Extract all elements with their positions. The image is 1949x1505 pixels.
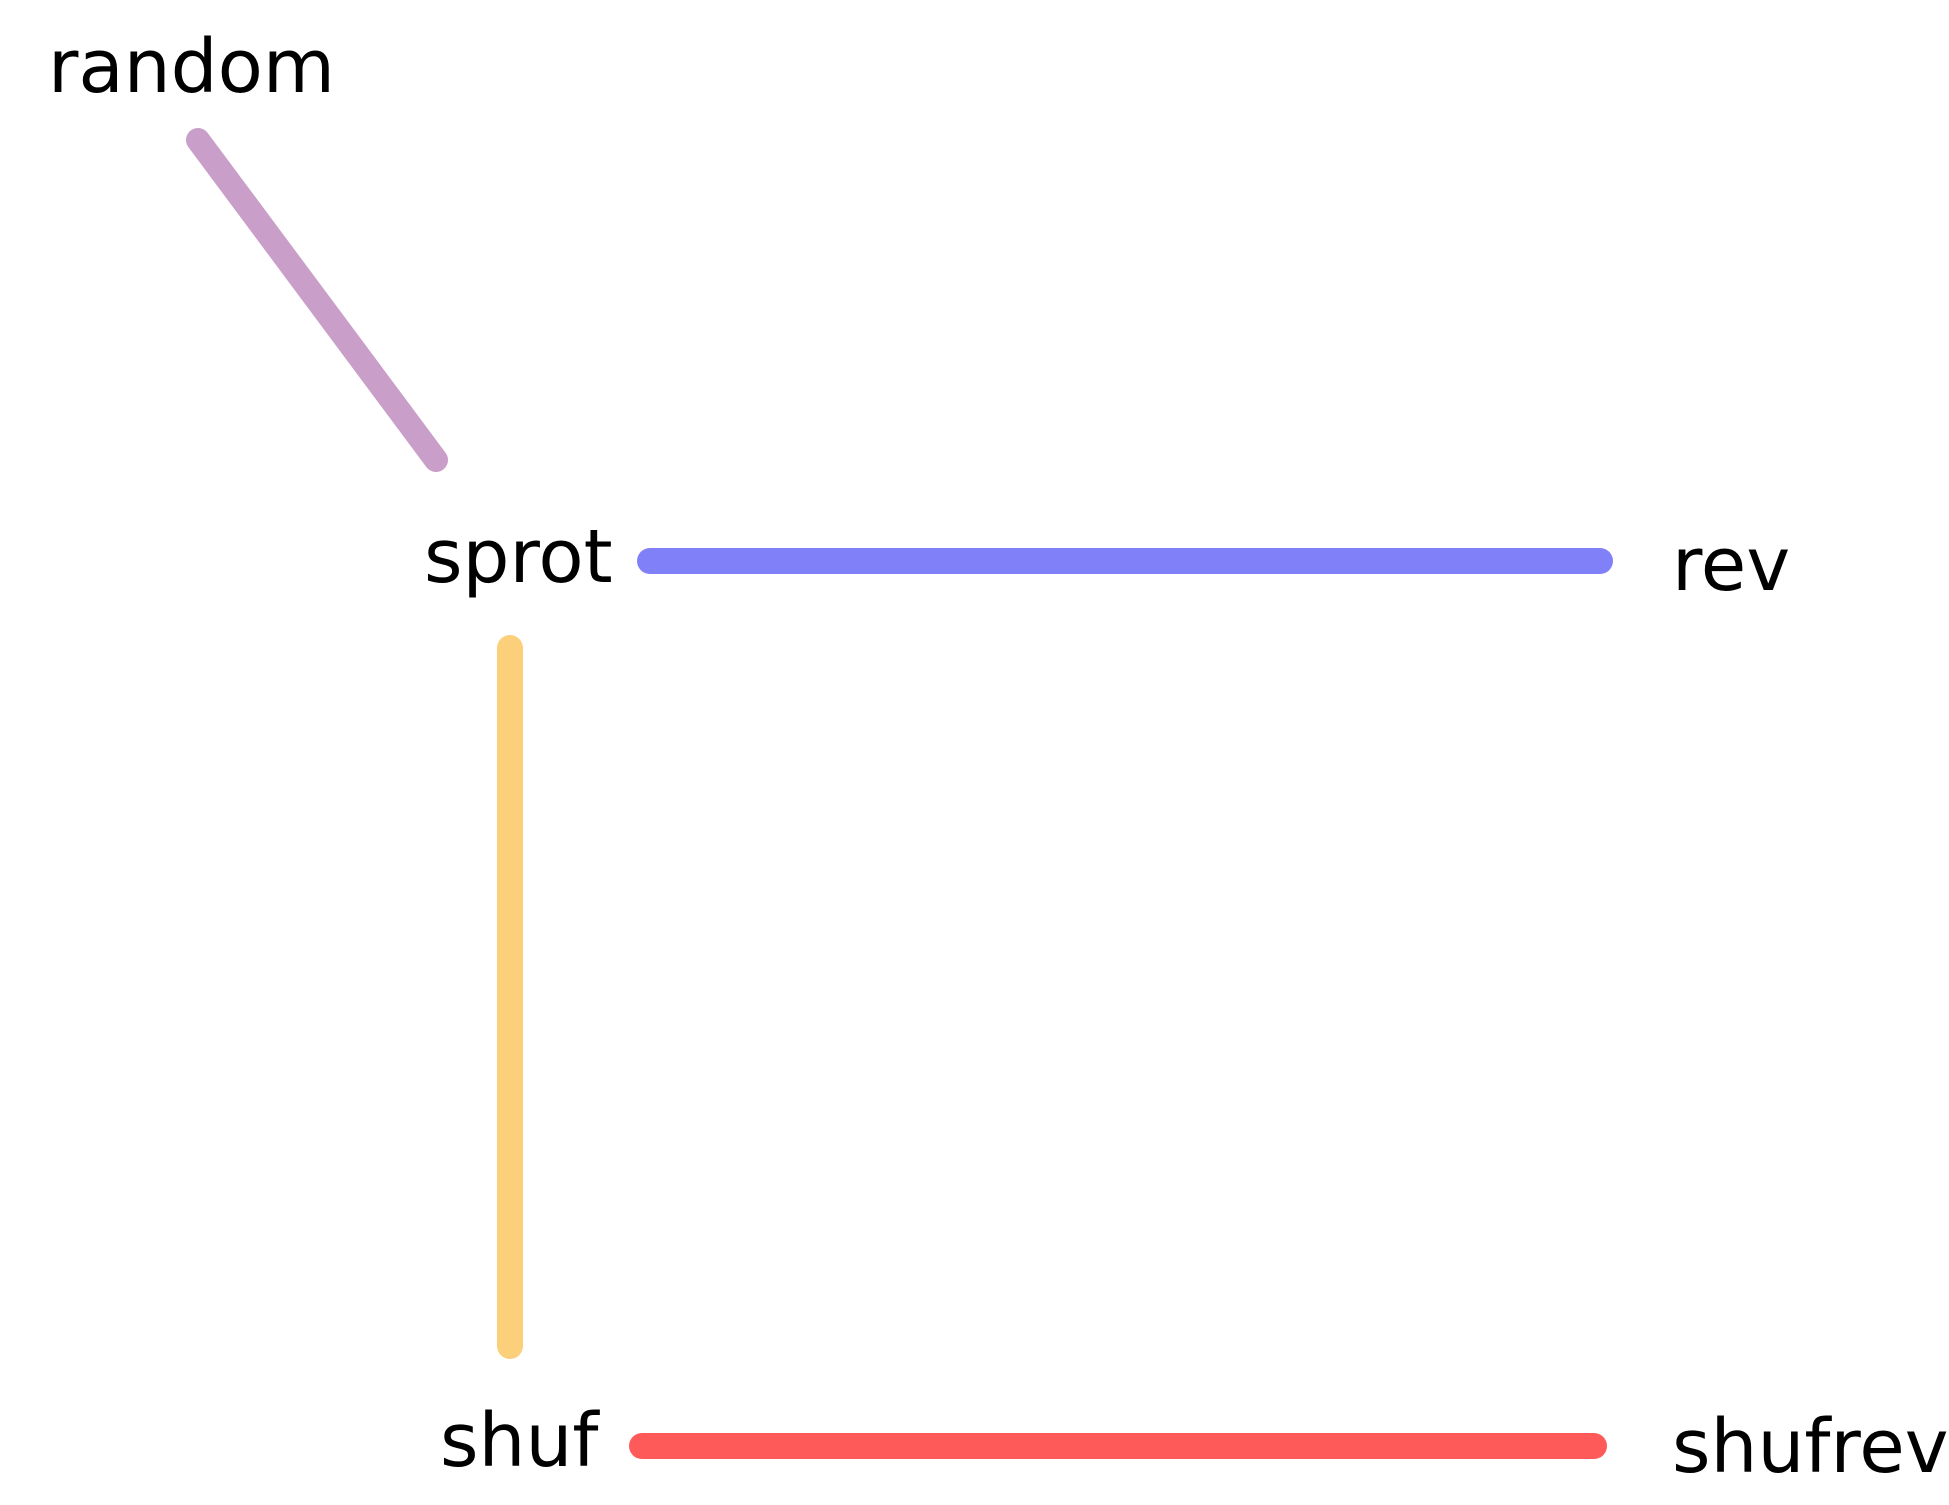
node-shuf: shuf xyxy=(440,1398,599,1484)
node-random: random xyxy=(48,24,336,110)
node-rev: rev xyxy=(1672,522,1791,608)
edge-random-sprot xyxy=(186,128,448,472)
node-shufrev: shufrev xyxy=(1672,1404,1949,1490)
node-sprot: sprot xyxy=(424,514,613,600)
